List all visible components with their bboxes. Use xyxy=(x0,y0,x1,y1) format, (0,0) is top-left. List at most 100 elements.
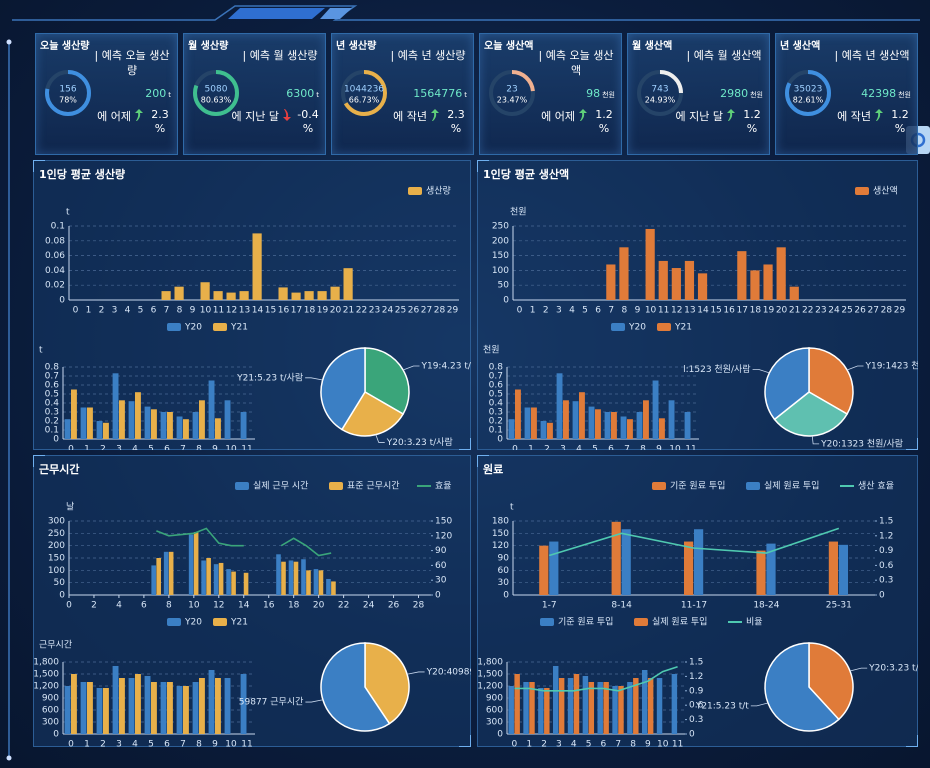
change: -0.4 % xyxy=(297,108,319,135)
ring-arc xyxy=(193,70,239,116)
x-tick-label: 18-24 xyxy=(753,601,779,611)
x-tick-label: 22 xyxy=(356,306,367,316)
x-tick-label: 0 xyxy=(66,601,72,611)
bar xyxy=(588,682,595,734)
bar xyxy=(174,286,184,300)
change: 1.2 % xyxy=(891,108,909,135)
bar xyxy=(671,268,681,300)
y-tick-label: 0 xyxy=(53,435,59,445)
x-tick-label: 18 xyxy=(750,306,762,316)
x-tick-label: 19 xyxy=(317,306,329,316)
bar xyxy=(611,521,621,595)
x-tick-label: 26 xyxy=(854,306,866,316)
x-tick-label: 11 xyxy=(658,306,669,316)
compare-label: 에 어제 xyxy=(541,110,575,123)
x-tick-label: 17 xyxy=(291,306,302,316)
y-tick-label: 150 xyxy=(492,251,509,261)
pie-slice xyxy=(773,391,849,437)
bar xyxy=(80,407,87,439)
bar xyxy=(167,682,173,734)
bar xyxy=(563,400,569,439)
y-tick-label: 1,500 xyxy=(477,670,503,680)
bar xyxy=(544,688,550,734)
x-tick-label: 26 xyxy=(388,601,400,611)
change: 2.3 % xyxy=(151,108,169,135)
bar xyxy=(80,682,87,734)
bar xyxy=(128,401,135,439)
y-tick-label: 90 xyxy=(498,554,510,564)
x-tick-label: 4 xyxy=(132,740,138,748)
line-series xyxy=(156,527,332,557)
bar xyxy=(278,287,288,300)
y-tick-label: 0.2 xyxy=(45,417,59,427)
y-tick-label: 0.1 xyxy=(45,426,59,436)
arrow-up xyxy=(431,109,439,121)
bar xyxy=(524,407,531,439)
x-tick-label: 9 xyxy=(212,740,218,748)
bar xyxy=(643,400,649,439)
forecast-label: | 예측 오늘 생산액 xyxy=(538,49,614,77)
legend-label: 비율 xyxy=(746,617,763,628)
y2-tick-label: 0.3 xyxy=(879,576,893,586)
forecast-value: 42398 xyxy=(861,87,897,100)
x-tick-label: 13 xyxy=(239,306,250,316)
bar xyxy=(224,678,231,734)
x-tick-label: 6 xyxy=(141,601,147,611)
x-tick-label: 10 xyxy=(225,740,237,748)
bar xyxy=(633,678,639,734)
x-tick-label: 5 xyxy=(586,740,592,748)
bar xyxy=(135,392,141,439)
bar xyxy=(160,412,167,439)
x-tick-label: 2 xyxy=(100,740,106,748)
comparison: 에 어제 1.2 % xyxy=(524,108,619,136)
bar xyxy=(64,419,71,439)
x-tick-label: 6 xyxy=(608,445,614,451)
comparison: 에 어제 2.3 % xyxy=(80,108,175,136)
bar xyxy=(112,666,119,734)
x-tick-label: 1 xyxy=(86,306,92,316)
bar xyxy=(96,688,103,734)
compare-label: 에 작년 xyxy=(393,110,427,123)
y-tick-label: 120 xyxy=(492,541,509,551)
x-tick-label: 0 xyxy=(517,306,523,316)
x-tick-label: 15 xyxy=(710,306,721,316)
bar xyxy=(539,545,549,595)
bar xyxy=(331,581,336,595)
x-tick-label: 11-17 xyxy=(681,601,707,611)
x-tick-label: 11 xyxy=(241,445,252,451)
y-tick-label: 0.02 xyxy=(45,281,65,291)
ring-arc xyxy=(341,70,387,116)
x-tick-label: 2 xyxy=(543,306,549,316)
legend-swatch xyxy=(408,187,422,195)
bar xyxy=(684,541,694,595)
bar xyxy=(652,380,659,439)
x-tick-label: 24 xyxy=(382,306,394,316)
bar xyxy=(627,419,633,439)
y-tick-label: 0.4 xyxy=(45,399,60,409)
pie-leader xyxy=(375,434,385,443)
header-tab xyxy=(228,8,325,19)
y2-tick-label: 0 xyxy=(689,730,695,740)
pie-leader xyxy=(407,671,425,675)
pie-leader xyxy=(305,699,323,703)
card-title: 월 생산액 xyxy=(632,41,673,52)
bar xyxy=(620,416,627,439)
forecast-value: 6300 xyxy=(286,87,315,100)
bar xyxy=(218,562,224,595)
x-tick-label: 1-7 xyxy=(542,601,557,611)
bar xyxy=(215,678,221,734)
y-tick-label: 0.4 xyxy=(489,399,504,409)
y-tick-label: 0.5 xyxy=(489,390,503,400)
top-line xyxy=(12,5,920,21)
y2-tick-label: 0.6 xyxy=(879,561,894,571)
x-tick-label: 10 xyxy=(200,306,212,316)
pie-label: Y20:3.23 t/사람 xyxy=(386,436,453,448)
line-series xyxy=(514,666,678,692)
legend-label: 표준 근무시간 xyxy=(347,481,400,492)
x-tick-label: 12 xyxy=(671,306,682,316)
x-tick-label: 19 xyxy=(763,306,775,316)
